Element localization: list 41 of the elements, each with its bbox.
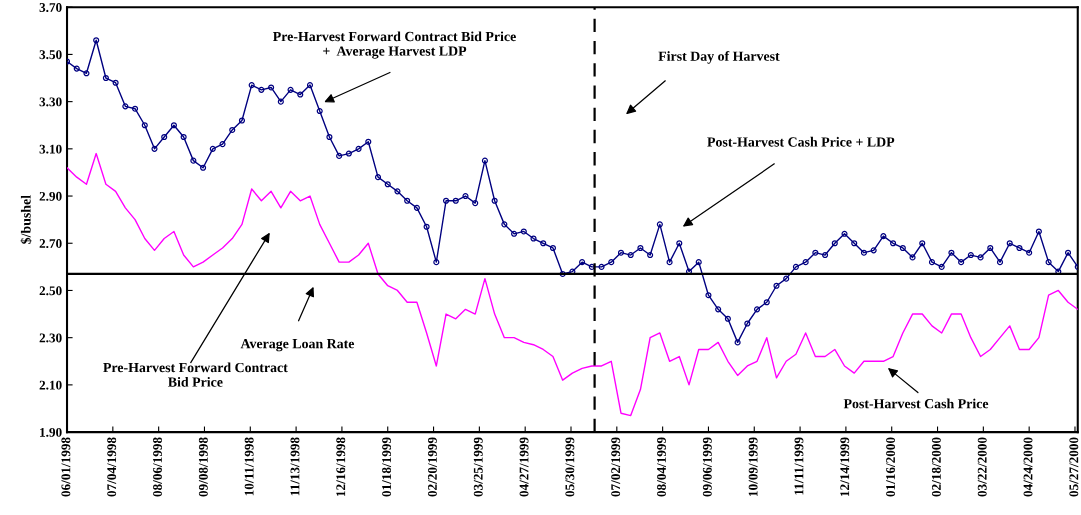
x-tick-label: 05/30/1999 <box>565 437 575 497</box>
x-tick-label: 08/06/1998 <box>153 437 162 497</box>
annotation: Pre-Harvest Forward Contract Bid Price <box>103 362 288 387</box>
x-tick-label: 07/04/1998 <box>107 437 117 497</box>
x-tick-label: 09/08/1998 <box>198 437 208 497</box>
x-tick-label: 04/24/2000 <box>1023 437 1033 497</box>
annotation: Post-Harvest Cash Price + LDP <box>707 136 895 147</box>
y-tick-label: 2.30 <box>39 333 62 343</box>
x-tick-label: 10/09/1999 <box>748 437 758 496</box>
y-tick-label: 2.10 <box>39 380 62 390</box>
annotation: Pre-Harvest Forward Contract Bid Price + Average Harvest LDP <box>272 31 516 59</box>
x-tick-label: 02/20/1999 <box>427 437 437 497</box>
x-tick-label: 10/11/1998 <box>244 437 254 496</box>
y-tick-label: 2.70 <box>39 239 62 249</box>
x-tick-label: 02/18/2000 <box>931 437 941 497</box>
annotation: First Day of Harvest <box>658 50 780 64</box>
x-tick-label: 11/11/1999 <box>794 437 804 495</box>
annotation: Post-Harvest Cash Price <box>843 398 989 409</box>
y-tick-label: 2.90 <box>39 191 62 201</box>
y-tick-label: 1.90 <box>40 427 62 437</box>
x-tick-label: 12/16/1998 <box>336 437 346 496</box>
x-tick-label: 01/16/2000 <box>886 437 896 497</box>
y-tick-label: 3.30 <box>39 97 62 107</box>
x-tick-label: 11/13/1998 <box>290 437 300 496</box>
x-tick-label: 08/04/1999 <box>657 437 666 497</box>
annotation: Average Loan Rate <box>240 339 355 352</box>
y-axis-title: $/bushel <box>20 195 32 244</box>
x-tick-label: 06/01/1998 <box>61 437 71 497</box>
x-tick-label: 12/14/1999 <box>840 437 850 496</box>
x-tick-label: 05/27/2000 <box>1069 437 1079 497</box>
x-tick-label: 03/25/1999 <box>473 437 483 497</box>
y-tick-label: 2.50 <box>39 286 62 296</box>
line-series <box>67 152 1078 417</box>
x-tick-label: 07/02/1999 <box>611 437 621 497</box>
y-tick-label: 3.50 <box>39 50 62 60</box>
x-tick-label: 01/18/1999 <box>382 437 392 497</box>
y-tick-label: 3.70 <box>39 3 62 12</box>
y-tick-label: 3.10 <box>39 144 62 154</box>
x-tick-label: 09/06/1999 <box>702 437 712 497</box>
x-tick-label: 03/22/2000 <box>977 437 987 497</box>
x-tick-label: 04/27/1999 <box>519 437 529 497</box>
